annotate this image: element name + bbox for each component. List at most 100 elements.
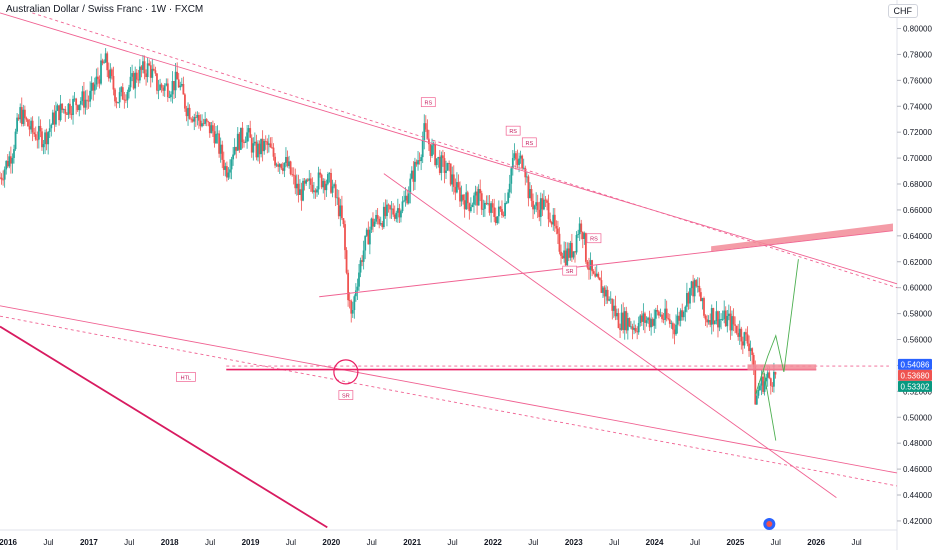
candle-body [471,204,474,208]
candle-body [617,313,620,329]
candle-body [314,190,317,193]
x-tick-label: Jul [771,538,781,547]
candle-body [222,159,225,170]
marker-label-rs[interactable]: RS [505,125,521,136]
candle-body [0,177,1,179]
marker-label-rs[interactable]: RS [420,97,436,108]
trend-line-upper-channel-dash[interactable] [32,12,898,289]
trend-line-diag-down[interactable] [383,173,837,498]
y-tick-label: 0.64000 [903,232,932,241]
candle-body [327,174,329,184]
trend-line-mid-rising[interactable] [319,230,894,298]
candle-body [59,103,62,121]
marker-label-htl[interactable]: HTL [176,372,196,382]
candle-body [140,66,143,70]
candle-body [474,191,477,196]
candle-body [320,174,323,188]
candle-body [37,125,40,140]
trend-line-steep-down[interactable] [0,325,328,529]
projection-path[interactable] [755,259,799,395]
candle-body [331,186,334,193]
marker-label-sr[interactable]: SR [338,390,354,400]
highlight-circle[interactable] [333,359,359,385]
candle-body [27,119,29,127]
y-tick-label: 0.46000 [903,465,932,474]
candle-body [64,109,67,114]
price-tag-text: 0.53302 [901,382,930,391]
candle-body [479,188,482,194]
y-tick-label: 0.44000 [903,491,932,500]
candle-body [375,215,377,222]
marker-label-text: RS [509,129,517,135]
candle-body [743,332,746,346]
candle-body [561,255,564,259]
candle-body [695,280,698,287]
candle-body [334,184,337,198]
y-tick-label: 0.48000 [903,439,932,448]
x-tick-label: Jul [528,538,538,547]
candle-body [557,228,559,234]
candle-body [283,163,286,171]
trend-line-lower-long[interactable] [0,305,898,474]
candle-body [342,218,345,225]
candle-body [235,146,238,151]
candle-body [274,156,276,166]
marker-label-rs[interactable]: RS [586,233,602,244]
candle-body [468,203,471,212]
marker-label-rs[interactable]: RS [521,137,537,148]
candle-body [294,175,297,189]
candle-body [382,206,385,228]
candle-body [488,203,491,213]
trend-line-lower-long-dash[interactable] [0,315,898,487]
candle-body [771,385,774,387]
x-tick-label: 2021 [403,538,421,547]
candle-body [763,381,766,392]
currency-label[interactable]: CHF [887,4,918,18]
candle-body [344,224,346,251]
candle-body [50,124,53,129]
candle-body [202,123,205,125]
candle-body [469,207,472,212]
candle-body [286,157,289,167]
candle-body [204,119,207,124]
candle-body [533,205,536,210]
marker-label-sr[interactable]: SR [562,265,578,276]
candle-body [437,157,440,159]
candle-body [603,287,606,297]
candle-body [406,195,409,204]
candle-body [191,119,194,122]
candle-body [319,172,322,175]
candle-body [749,348,752,352]
candle-body [630,326,632,328]
projection-path-down[interactable] [763,370,777,441]
candle-body [608,299,611,301]
candle-body [70,113,73,115]
candle-body [494,216,497,224]
y-tick-label: 0.66000 [903,206,932,215]
candle-body [252,143,255,153]
candle-body [738,328,741,337]
candle-body [210,125,213,134]
support-zone[interactable] [747,364,817,371]
candle-body [392,208,395,215]
candle-body [515,153,517,160]
candle-body [457,182,460,188]
trend-line-upper-channel[interactable] [0,12,898,285]
x-tick-label: Jul [690,538,700,547]
candle-body [662,318,665,320]
resistance-zone[interactable] [711,223,893,252]
candle-body [751,348,754,356]
candle-body [358,272,360,287]
candle-body [759,385,761,391]
candle-body [244,141,247,143]
candle-body [431,145,433,156]
candle-body [720,319,722,320]
candle-body [709,320,712,325]
candle-body [182,83,185,95]
candle-body [588,267,590,270]
candle-body [255,141,258,158]
price-tag [898,380,932,392]
candle-body [218,133,221,154]
